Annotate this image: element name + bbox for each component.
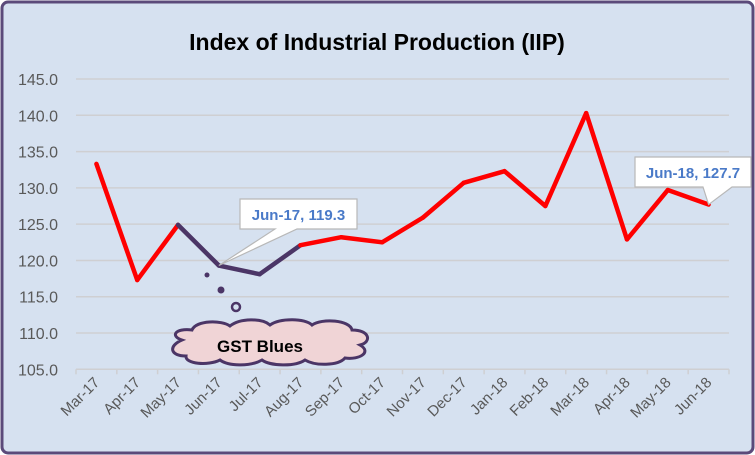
thought-bubble-dot	[230, 301, 242, 313]
data-label-callout	[218, 198, 358, 267]
series-segment	[502, 168, 548, 209]
series-segment	[461, 168, 507, 186]
series-segment	[624, 187, 671, 242]
thought-bubble-dot	[217, 286, 225, 294]
y-tick-label: 115.0	[19, 290, 58, 307]
thought-bubble-dot	[204, 272, 210, 278]
series-segment	[134, 222, 181, 283]
y-tick-label: 140.0	[18, 108, 58, 125]
series-segment	[339, 234, 385, 245]
data-label-callout	[634, 156, 752, 206]
y-tick-label: 110.0	[19, 326, 58, 343]
series-segment	[665, 187, 711, 207]
y-tick-label: 120.0	[18, 253, 58, 270]
y-tick-label: 125.0	[18, 217, 58, 234]
series-segment	[175, 222, 222, 268]
series-segment	[257, 242, 303, 277]
series-segment	[420, 180, 466, 220]
cloud-label: GST Blues	[217, 337, 303, 356]
gst-blues-callout: GST Blues	[171, 272, 369, 367]
series-segment	[94, 161, 140, 283]
series-segment	[543, 110, 589, 209]
y-tick-label: 105.0	[18, 362, 58, 379]
series-segment	[379, 215, 426, 245]
data-label: Jun-17, 119.3	[252, 207, 345, 224]
y-tick-label: 135.0	[18, 145, 58, 162]
data-label: Jun-18, 127.7	[646, 165, 740, 182]
y-tick-label: 145.0	[18, 72, 58, 89]
y-tick-label: 130.0	[18, 181, 58, 198]
chart-title: Index of Industrial Production (IIP)	[189, 29, 565, 55]
series-segment	[216, 263, 262, 277]
cloud-icon	[171, 318, 369, 367]
series-segment	[298, 234, 344, 248]
series-segment	[583, 110, 630, 242]
